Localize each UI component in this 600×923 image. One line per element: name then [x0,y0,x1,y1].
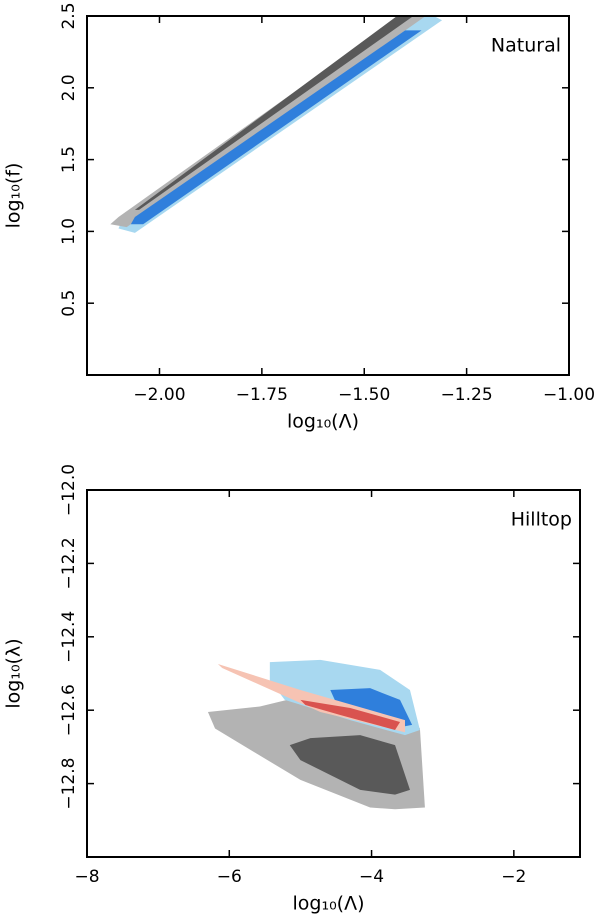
contour-region [289,735,410,795]
y-axis-label: log₁₀(f) [3,163,25,229]
contour-region [130,30,422,225]
contour-region [300,699,401,731]
y-tick-label: 2.5 [59,2,79,29]
plot-frame [86,489,581,858]
y-tick-label: 2.0 [59,74,79,101]
y-tick-label: −12.4 [59,611,79,663]
y-tick-label: 0.5 [59,290,79,317]
x-tick-label: −1.50 [338,385,390,405]
plot-frame [86,15,570,376]
x-tick-label: −8 [74,867,99,887]
annotation: Hilltop [511,509,572,531]
y-tick-label: 1.0 [59,218,79,245]
y-tick-label: 1.5 [59,146,79,173]
y-tick-label: −12.2 [59,537,79,589]
y-tick-label: −12.0 [59,464,79,516]
y-axis-label: log₁₀(λ) [3,638,25,708]
x-tick-label: −6 [217,867,242,887]
y-tick-label: −12.8 [59,758,79,810]
contour-region [134,16,414,210]
x-tick-label: −2.00 [133,385,185,405]
x-axis-label: log₁₀(Λ) [287,411,359,433]
x-tick-label: −4 [359,867,384,887]
annotation: Natural [491,35,561,57]
x-tick-label: −1.00 [543,385,595,405]
y-tick-label: −12.6 [59,684,79,736]
x-axis-label: log₁₀(Λ) [292,893,364,915]
x-tick-label: −2 [501,867,526,887]
x-tick-label: −1.25 [441,385,493,405]
x-tick-label: −1.75 [236,385,288,405]
